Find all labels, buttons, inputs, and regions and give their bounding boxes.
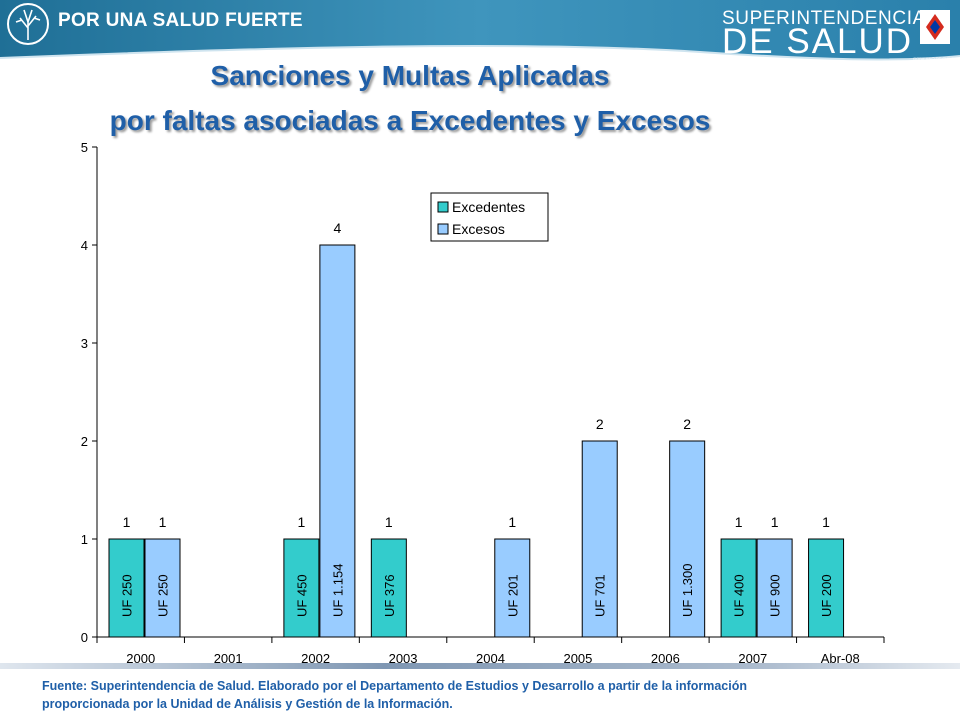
brand-main-text: DE SALUD (722, 22, 914, 61)
legend-box (430, 192, 549, 242)
bar-uf-label: UF 250 (156, 574, 171, 617)
bar-value-label: 1 (123, 514, 131, 530)
bar-uf-label: UF 701 (593, 574, 608, 617)
bar-value-label: 1 (159, 514, 167, 530)
bar-uf-label: UF 900 (768, 574, 783, 617)
bar-uf-label: UF 450 (294, 574, 309, 617)
x-tick-label: 2005 (563, 651, 592, 666)
source-note: Fuente: Superintendencia de Salud. Elabo… (42, 679, 748, 711)
bar-value-label: 1 (735, 514, 743, 530)
legend-swatch-excesos (437, 223, 449, 235)
y-tick-label: 0 (81, 630, 88, 645)
bar-value-label: 1 (385, 514, 393, 530)
bar-value-label: 2 (596, 416, 604, 432)
bar-value-label: 1 (771, 514, 779, 530)
legend-label: Excedentes (452, 199, 525, 215)
header-background (0, 0, 960, 80)
x-tick-label: 2002 (301, 651, 330, 666)
legend-swatch-excedentes (437, 201, 449, 213)
bar-value-label: 1 (297, 514, 305, 530)
y-tick-label: 2 (81, 434, 88, 449)
y-tick-label: 1 (81, 532, 88, 547)
header-banner: POR UNA SALUD FUERTE SUPERINTENDENCIA DE… (0, 0, 960, 80)
x-tick-label: 2007 (738, 651, 767, 666)
bar-excesos (581, 440, 618, 638)
bar-uf-label: UF 250 (120, 574, 135, 617)
bar-value-label: 2 (683, 416, 691, 432)
bar-excesos (319, 244, 356, 638)
slogan-text: POR UNA SALUD FUERTE (58, 10, 303, 31)
x-tick-label: 2003 (389, 651, 418, 666)
y-tick-label: 3 (81, 336, 88, 351)
bar-excesos (756, 538, 793, 638)
x-tick-label: 2006 (651, 651, 680, 666)
bar-excedentes (720, 538, 757, 638)
bar-excesos (669, 440, 706, 638)
tree-logo-icon (7, 3, 49, 45)
bar-excedentes (808, 538, 845, 638)
bar-uf-label: UF 201 (505, 574, 520, 617)
page-title-line1: Sanciones y Multas Aplicadas (210, 60, 610, 91)
x-tick-label: 2001 (214, 651, 243, 666)
bar-excedentes (283, 538, 320, 638)
bar-uf-label: UF 1.300 (680, 564, 695, 617)
footer-divider (0, 663, 960, 669)
bar-uf-label: UF 1.154 (330, 564, 345, 617)
bar-uf-label: UF 400 (732, 574, 747, 617)
bar-excesos (144, 538, 181, 638)
y-tick-label: 4 (81, 238, 88, 253)
brand-top-text: SUPERINTENDENCIA (722, 8, 926, 29)
gov-text: GOBIERNO DE CHILE (913, 56, 955, 61)
bar-excesos (494, 538, 531, 638)
bar-excedentes (108, 538, 145, 638)
page-title-line2: por faltas asociadas a Excedentes y Exce… (109, 105, 711, 136)
y-tick-label: 5 (81, 140, 88, 155)
bar-value-label: 1 (508, 514, 516, 530)
x-tick-label: Abr-08 (821, 651, 860, 666)
legend-label: Excesos (452, 221, 505, 237)
bar-uf-label: UF 376 (382, 574, 397, 617)
chile-gov-logo-icon (920, 10, 950, 44)
x-tick-label: 2000 (126, 651, 155, 666)
bar-uf-label: UF 200 (819, 574, 834, 617)
x-tick-label: 2004 (476, 651, 505, 666)
bar-excedentes (370, 538, 407, 638)
bar-value-label: 1 (822, 514, 830, 530)
bar-value-label: 4 (333, 220, 341, 236)
